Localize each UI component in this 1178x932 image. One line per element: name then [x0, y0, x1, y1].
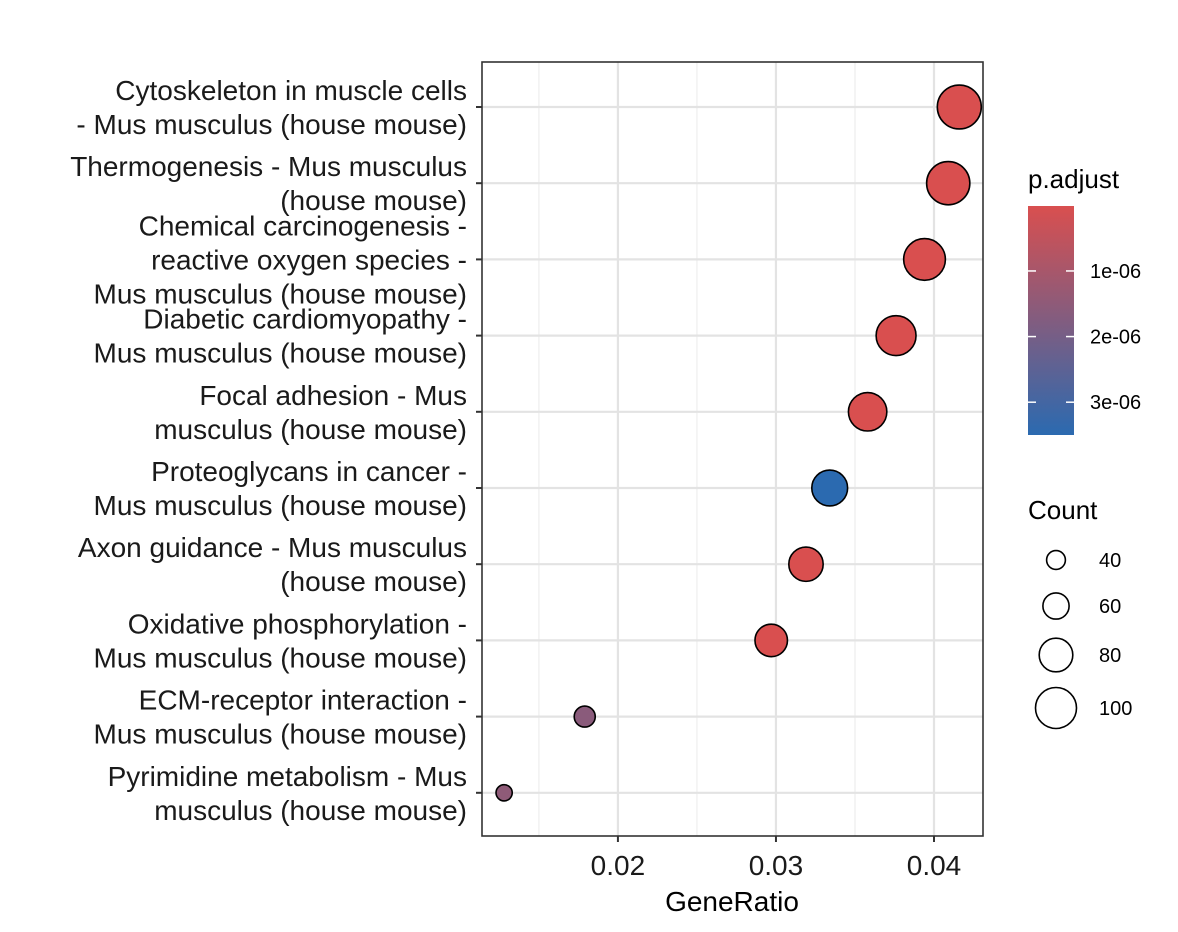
size-key-label: 60 [1099, 596, 1121, 618]
y-tick-label-line: Proteoglycans in cancer - [151, 456, 467, 487]
data-point [902, 237, 947, 282]
color-bar-label: 1e-06 [1090, 261, 1141, 283]
y-tick-label: Diabetic cardiomyopathy -Mus musculus (h… [94, 304, 467, 369]
size-legend-title: Count [1028, 495, 1098, 525]
size-key-circle [1034, 686, 1078, 730]
plot-border [481, 61, 984, 837]
y-tick-label-line: Oxidative phosphorylation - [128, 608, 467, 639]
data-point [573, 705, 597, 728]
size-key-circle [1045, 549, 1067, 571]
size-key-circle [1042, 592, 1070, 620]
y-tick-label-line: (house mouse) [280, 185, 467, 216]
size-key-label: 40 [1099, 550, 1121, 572]
x-axis-title: GeneRatio [665, 886, 799, 917]
y-tick-label-line: Mus musculus (house mouse) [94, 642, 467, 673]
y-tick-label-line: Thermogenesis - Mus musculus [70, 151, 467, 182]
y-tick-label-line: (house mouse) [280, 566, 467, 597]
y-tick-label-line: Diabetic cardiomyopathy - [143, 304, 467, 335]
x-tick-label: 0.04 [907, 850, 962, 881]
legend: p.adjust 1e-06 2e-06 3e-06 Count 40 60 80 100 [1028, 164, 1141, 730]
plot-panel: 0.02 0.03 0.04 Cytoskeleton in muscle cells… [70, 61, 984, 881]
size-key-label: 100 [1099, 698, 1132, 720]
size-key-label: 80 [1099, 645, 1121, 667]
y-tick-label-line: reactive oxygen species - [151, 244, 467, 275]
y-tick-label: Pyrimidine metabolism - Mus musculus (hou… [108, 761, 467, 826]
size-key-circle [1038, 637, 1074, 673]
data-point [925, 160, 971, 206]
color-bar-label: 3e-06 [1090, 392, 1141, 414]
y-tick-label: Cytoskeleton in muscle cells - Mus muscul… [76, 75, 467, 140]
color-bar [1028, 206, 1074, 435]
color-bar-label: 2e-06 [1090, 327, 1141, 349]
x-tick-label: 0.02 [591, 850, 646, 881]
y-tick-label-line: Mus musculus (house mouse) [94, 490, 467, 521]
data-point [754, 623, 789, 658]
data-point [875, 314, 917, 357]
y-tick-label-line: Mus musculus (house mouse) [94, 719, 467, 750]
y-tick-label-line: Mus musculus (house mouse) [94, 278, 467, 309]
y-tick-label-line: Focal adhesion - Mus [199, 380, 467, 411]
data-point [936, 84, 983, 130]
y-tick-label: Chemical carcinogenesis -reactive oxygen… [94, 210, 467, 309]
data-point [810, 469, 849, 507]
y-tick-label: Axon guidance - Mus musculus (house mouse… [78, 532, 467, 597]
y-tick-label-line: - Mus musculus (house mouse) [76, 109, 467, 140]
y-tick-label-line: musculus (house mouse) [154, 414, 467, 445]
y-tick-label-line: Cytoskeleton in muscle cells [115, 75, 467, 106]
data-point [495, 783, 514, 802]
y-tick-label-line: Pyrimidine metabolism - Mus [108, 761, 467, 792]
y-tick-label-line: musculus (house mouse) [154, 795, 467, 826]
y-tick-label: Thermogenesis - Mus musculus (house mouse… [70, 151, 467, 216]
y-tick-label: ECM-receptor interaction -Mus musculus (… [94, 685, 467, 750]
y-tick-label: Proteoglycans in cancer -Mus musculus (h… [94, 456, 467, 521]
plot-background [482, 62, 983, 836]
y-tick-label-line: Chemical carcinogenesis - [139, 210, 467, 241]
data-point [847, 391, 888, 432]
x-tick-label: 0.03 [749, 850, 804, 881]
y-tick-label-line: ECM-receptor interaction - [139, 685, 467, 716]
y-tick-label-line: Mus musculus (house mouse) [94, 338, 467, 369]
data-point [788, 546, 824, 583]
y-tick-label: Focal adhesion - Mus musculus (house mous… [154, 380, 467, 445]
y-tick-label: Oxidative phosphorylation -Mus musculus … [94, 608, 467, 673]
y-tick-label-line: Axon guidance - Mus musculus [78, 532, 467, 563]
color-legend-title: p.adjust [1028, 164, 1120, 194]
